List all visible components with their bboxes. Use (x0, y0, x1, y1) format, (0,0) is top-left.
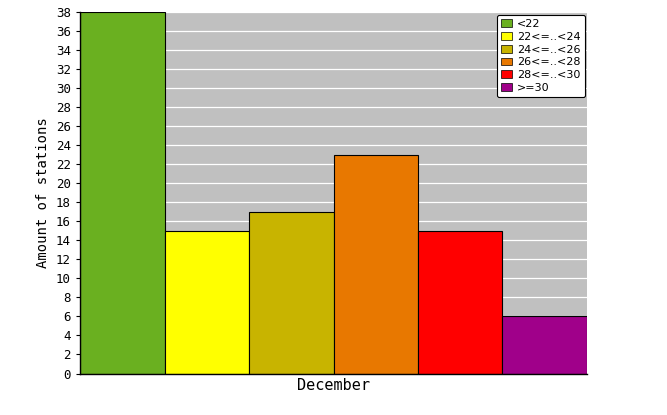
Bar (249, 212, 334, 374)
Bar (80, 12, 165, 374)
Bar (502, 317, 587, 374)
Bar (418, 231, 502, 374)
Bar (334, 155, 418, 374)
Y-axis label: Amount of stations: Amount of stations (37, 117, 51, 269)
Legend: <22, 22<=..<24, 24<=..<26, 26<=..<28, 28<=..<30, >=30: <22, 22<=..<24, 24<=..<26, 26<=..<28, 28… (497, 15, 585, 98)
Bar (165, 231, 249, 374)
